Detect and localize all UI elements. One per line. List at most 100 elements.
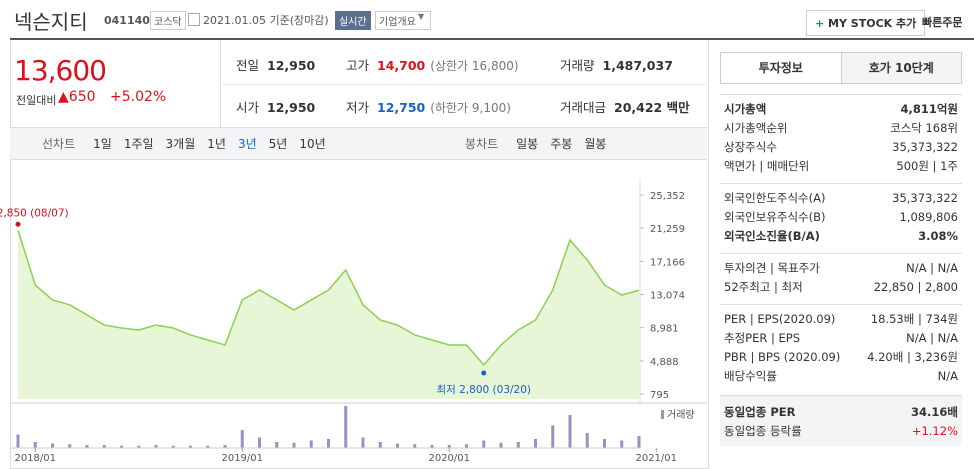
invest-row: 동일업종 PER 34.16배 <box>724 402 958 421</box>
volume-bar <box>68 444 72 448</box>
market-badge: 코스닥 <box>150 11 186 30</box>
y-tick-label: 13,074 <box>650 290 685 301</box>
invest-row: 외국인보유주식수(B) 1,089,806 <box>724 207 958 226</box>
x-tick-label: 2020/01 <box>428 453 470 464</box>
quote: 거래량 1,487,037 <box>560 55 673 74</box>
period-tab[interactable]: 3년 <box>237 137 257 151</box>
invest-row: 동일업종 등락률 +1.12% <box>724 421 958 440</box>
my-stock-button[interactable]: + MY STOCK 추가 <box>806 10 926 36</box>
volume-legend: 거래량 <box>667 409 695 421</box>
invest-tab[interactable]: 호가 10단계 <box>840 53 961 83</box>
volume-bar <box>16 434 20 448</box>
company-info-button[interactable]: 기업개요 <box>375 11 431 30</box>
quote-value: 1,487,037 <box>602 58 673 73</box>
base-date: 2021.01.05 기준(장마감) <box>203 14 329 27</box>
invest-row: 배당수익률 N/A <box>724 366 958 385</box>
invest-label: 외국인보유주식수(B) <box>724 209 826 224</box>
tab-label: 봉차트 <box>465 137 499 151</box>
realtime-button[interactable]: 실시간 <box>335 11 371 30</box>
quote: 전일 12,950 <box>236 55 315 74</box>
invest-value: N/A | N/A <box>906 330 958 345</box>
quote-label: 고가 <box>346 58 370 73</box>
quote: 고가 14,700 (상한가 16,800) <box>346 55 519 74</box>
quote-label: 시가 <box>236 100 260 115</box>
quote-value: 20,422 백만 <box>614 100 690 115</box>
volume-bar <box>154 445 158 448</box>
volume-bar <box>309 440 313 448</box>
invest-section: 시가총액 4,811억원 시가총액순위 코스닥 168위 상장주식수 35,373,322… <box>720 94 962 179</box>
invest-row: 52주최고 | 최저 22,850 | 2,800 <box>724 277 958 296</box>
volume-bar <box>292 442 296 448</box>
invest-value: N/A | N/A <box>906 260 958 275</box>
y-tick-label: 25,352 <box>650 191 685 202</box>
volume-bar <box>516 442 520 448</box>
divider <box>220 84 707 85</box>
x-tick-label: 2018/01 <box>14 453 56 464</box>
price-line <box>17 230 640 367</box>
quote: 시가 12,950 <box>236 97 315 116</box>
change-label: 전일대비 <box>16 94 57 107</box>
volume-bar <box>223 445 227 448</box>
y-tick-label: 17,166 <box>650 257 685 268</box>
volume-bar <box>206 445 210 448</box>
quote-extra: (하한가 9,100) <box>430 101 511 115</box>
plus-icon: + <box>815 17 829 30</box>
period-tab[interactable]: 1주일 <box>123 137 154 151</box>
volume-bar <box>327 439 330 448</box>
quote: 거래대금 20,422 백만 <box>560 97 690 116</box>
invest-value: 18.53배 | 734원 <box>870 311 958 326</box>
change-value: ▲650 <box>58 89 96 105</box>
x-tick-label: 2019/01 <box>221 453 263 464</box>
invest-label: 시가총액 <box>724 101 767 116</box>
calendar-icon <box>188 13 200 26</box>
y-tick-label: 4,888 <box>650 357 679 368</box>
volume-bar <box>499 442 503 448</box>
volume-bar <box>344 406 348 448</box>
candle-tab[interactable]: 월봉 <box>584 137 607 151</box>
invest-tabs: 투자정보 호가 10단계 <box>720 52 962 84</box>
volume-bar <box>585 433 589 448</box>
volume-bar <box>102 445 106 448</box>
volume-bar <box>413 444 417 448</box>
invest-label: 동일업종 PER <box>724 404 796 419</box>
invest-row: 시가총액 4,811억원 <box>724 99 958 118</box>
current-price: 13,600 <box>14 54 107 87</box>
invest-tab[interactable]: 투자정보 <box>758 61 803 75</box>
quote-label: 저가 <box>346 100 370 115</box>
quick-order[interactable]: 빠른주문 <box>922 16 963 29</box>
volume-bar <box>637 436 641 448</box>
y-tick-label: 8,981 <box>650 324 679 335</box>
high-label: 최고 22,850 (08/07) <box>0 207 69 219</box>
y-tick-label: 795 <box>650 390 669 401</box>
invest-value: N/A <box>937 368 958 383</box>
period-tab[interactable]: 3개월 <box>165 137 196 151</box>
volume-bar <box>275 442 279 448</box>
invest-row: 액면가 | 매매단위 500원 | 1주 <box>724 156 958 175</box>
period-tab[interactable]: 1일 <box>93 137 112 151</box>
invest-label: PER | EPS(2020.09) <box>724 311 836 326</box>
volume-bar <box>396 443 399 448</box>
volume-bar <box>378 442 382 448</box>
invest-row: 투자의견 | 목표주가 N/A | N/A <box>724 258 958 277</box>
quote-label: 거래량 <box>560 58 595 73</box>
invest-value: 4.20배 | 3,236원 <box>867 349 958 364</box>
period-tab[interactable]: 5년 <box>268 137 288 151</box>
volume-bar <box>534 439 537 448</box>
stock-code: 041140 <box>104 14 150 27</box>
invest-label: 투자의견 | 목표주가 <box>724 260 820 275</box>
change-amount: 650 <box>68 89 96 105</box>
quote-extra: (상한가 16,800) <box>430 59 519 73</box>
invest-value: 35,373,322 <box>892 190 958 205</box>
period-tab[interactable]: 10년 <box>299 137 326 151</box>
period-tab[interactable]: 1년 <box>207 137 226 151</box>
candle-tab[interactable]: 일봉 <box>516 137 539 151</box>
invest-label: 배당수익률 <box>724 368 777 383</box>
invest-value: 1,089,806 <box>899 209 958 224</box>
low-marker <box>481 370 487 376</box>
candle-tab[interactable]: 주봉 <box>550 137 573 151</box>
y-tick-label: 21,259 <box>650 224 685 235</box>
invest-row: 추정PER | EPS N/A | N/A <box>724 328 958 347</box>
volume-bar <box>51 443 54 448</box>
